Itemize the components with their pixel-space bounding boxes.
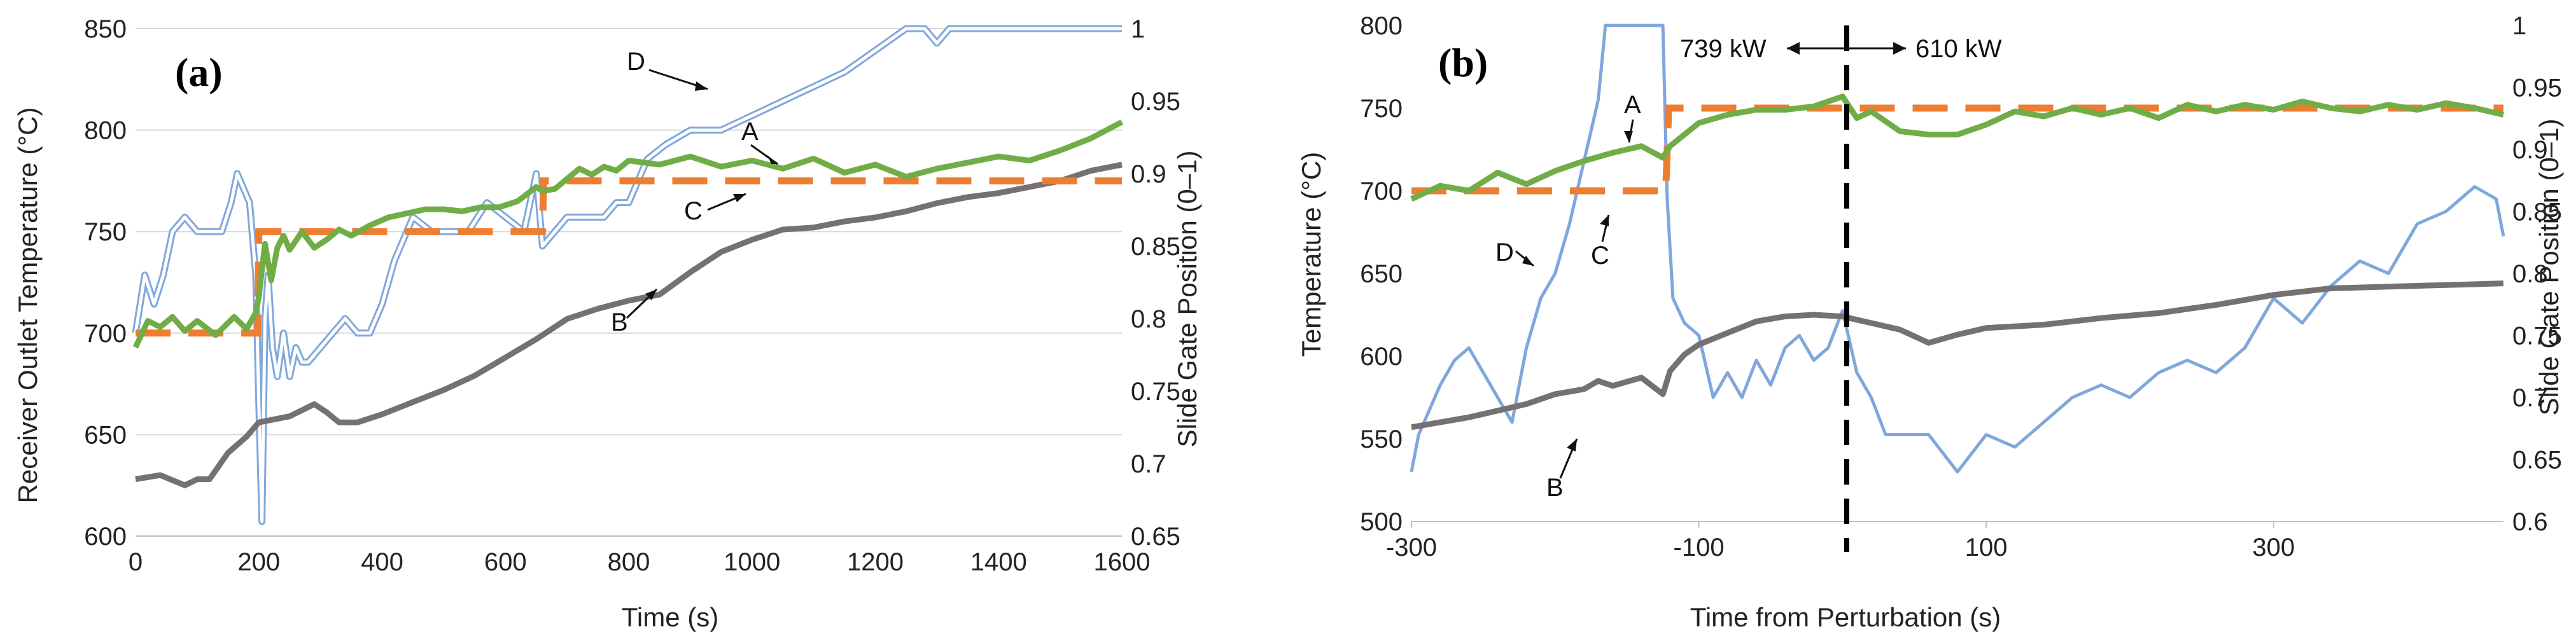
pa-xtick-label: 200 [237,548,280,576]
pa-ytick-label: 600 [84,523,127,551]
pb-ytick-label: 700 [1360,177,1403,205]
pb-ytick-label: 600 [1360,343,1403,371]
pb-y2tick-label: 0.85 [2512,198,2562,226]
pb-y2tick-label: 0.8 [2512,260,2548,288]
pb-y2tick-label: 0.9 [2512,136,2548,164]
svg-text:D: D [1495,238,1514,266]
pb-xtick-label: -300 [1386,534,1437,562]
power-after-label: 610 kW [1915,35,2002,63]
pa-ytick-label: 850 [84,15,127,43]
panel-a-label: (a) [175,50,223,95]
pa-xtick-label: 400 [361,548,403,576]
pa-y2tick-label: 0.8 [1131,305,1166,333]
panel-a-callout-A: A [741,118,778,165]
pa-xtick-label: 0 [129,548,143,576]
svg-text:C: C [684,197,703,225]
panel-a-callout-D: D [627,48,708,91]
pb-ytick-label: 750 [1360,95,1403,123]
pa-series-a [132,119,1124,349]
panel-a-y2label: Slide Gate Position (0–1) [1172,151,1202,448]
pb-ytick-label: 800 [1360,12,1403,40]
pb-xtick-label: 100 [1965,534,2008,562]
pa-y2tick-label: 0.95 [1131,88,1180,116]
panel-a: 600 650 700 750 800 850 0.65 0.7 0.75 0.8 0.85 0.9 0… [13,15,1202,632]
panel-b-callout-A: A [1624,91,1641,143]
pb-xtick-label: -100 [1674,534,1725,562]
panel-a-xlabel: Time (s) [622,602,718,632]
pa-y2tick-label: 1 [1131,15,1145,43]
pa-y2tick-label: 0.75 [1131,378,1180,406]
pb-series-d [1410,24,2505,474]
panel-a-callout-B: B [611,288,658,336]
svg-text:B: B [1546,474,1564,502]
svg-text:A: A [741,118,759,146]
pa-xtick-label: 600 [484,548,527,576]
panel-b: 500 550 600 650 700 750 800 0.6 0.65 0.7 0.75 0.8 0.… [1296,12,2564,632]
pb-ytick-label: 650 [1360,260,1403,288]
panel-b-ylabel: Temperature (°C) [1296,152,1326,357]
pb-ytick-label: 500 [1360,508,1403,536]
pb-series-a [1410,93,2505,202]
pa-xtick-label: 800 [608,548,650,576]
pb-series-b [1411,280,2504,431]
pb-y2tick-label: 0.7 [2512,384,2548,412]
pa-ytick-label: 800 [84,117,127,145]
pa-y2tick-label: 0.7 [1131,450,1166,478]
svg-text:B: B [611,308,628,336]
pb-y2tick-label: 0.6 [2512,508,2548,536]
pb-y2tick-label: 0.95 [2512,74,2562,102]
pa-y2tick-label: 0.9 [1131,160,1166,188]
pb-ytick-label: 550 [1360,425,1403,453]
panel-b-y2label: Slide Gate Position (0–1) [2534,119,2564,416]
pa-xtick-label: 1000 [724,548,780,576]
panel-b-callout-D: D [1495,238,1534,267]
pa-y2tick-label: 0.65 [1131,523,1180,551]
pa-ytick-label: 700 [84,320,127,348]
panel-a-ylabel: Receiver Outlet Temperature (°C) [13,107,43,504]
pb-y2tick-label: 1 [2512,12,2526,40]
pa-xtick-label: 1600 [1094,548,1151,576]
pa-xtick-label: 1400 [970,548,1027,576]
pb-y2tick-label: 0.65 [2512,446,2562,474]
svg-text:C: C [1591,242,1609,270]
pa-xtick-label: 1200 [847,548,904,576]
panel-b-label: (b) [1438,40,1488,85]
pb-y2tick-label: 0.75 [2512,322,2562,350]
panel-b-callout-C: C [1591,214,1610,270]
svg-text:D: D [627,48,645,76]
pa-y2tick-label: 0.85 [1131,233,1180,261]
panel-b-callout-B: B [1546,438,1578,502]
pa-series-b [135,162,1123,488]
pa-ytick-label: 750 [84,218,127,246]
panel-b-xlabel: Time from Perturbation (s) [1690,602,2001,632]
pb-xtick-label: 300 [2252,534,2295,562]
svg-text:A: A [1624,91,1641,119]
pa-ytick-label: 650 [84,421,127,449]
panel-a-callout-C: C [684,193,746,225]
power-before-label: 739 kW [1680,35,1767,63]
